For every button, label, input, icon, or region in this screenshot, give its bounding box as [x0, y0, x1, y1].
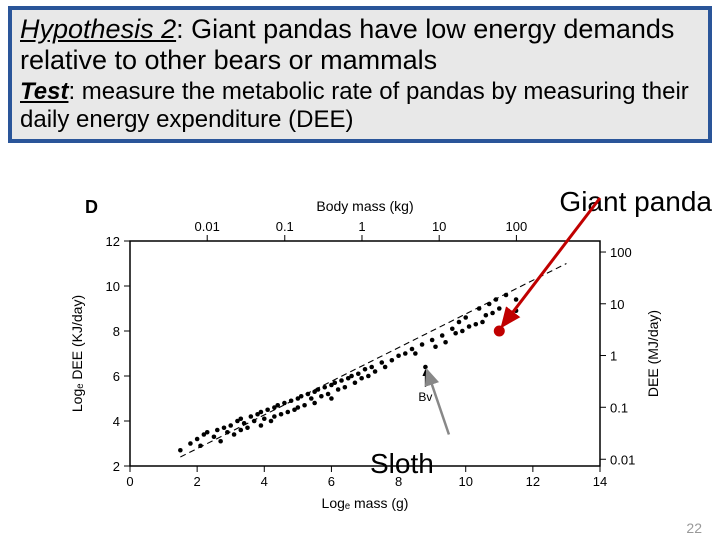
- svg-text:6: 6: [113, 369, 120, 384]
- svg-text:14: 14: [593, 474, 607, 489]
- hypothesis-text: Hypothesis 2: Giant pandas have low ener…: [20, 14, 700, 76]
- hypothesis-label: Hypothesis 2: [20, 14, 176, 44]
- svg-text:4: 4: [261, 474, 268, 489]
- svg-text:6: 6: [328, 474, 335, 489]
- hypothesis-box: Hypothesis 2: Giant pandas have low ener…: [8, 6, 712, 143]
- svg-text:0.1: 0.1: [610, 400, 628, 415]
- svg-text:12: 12: [526, 474, 540, 489]
- svg-text:D: D: [85, 197, 98, 217]
- svg-text:4: 4: [113, 414, 120, 429]
- test-text: Test: measure the metabolic rate of pand…: [20, 78, 700, 133]
- svg-text:10: 10: [432, 219, 446, 234]
- test-body: : measure the metabolic rate of pandas b…: [20, 78, 689, 133]
- scatter-chart: 02468101214Logₑ mass (g)24681012Logₑ DEE…: [40, 186, 680, 526]
- svg-text:1: 1: [610, 349, 617, 364]
- svg-text:2: 2: [113, 459, 120, 474]
- svg-text:Body mass (kg): Body mass (kg): [316, 198, 413, 214]
- svg-text:100: 100: [610, 245, 632, 260]
- svg-text:0.01: 0.01: [195, 219, 220, 234]
- svg-text:10: 10: [610, 297, 624, 312]
- svg-text:100: 100: [506, 219, 528, 234]
- svg-text:8: 8: [395, 474, 402, 489]
- svg-text:12: 12: [106, 234, 120, 249]
- svg-text:Bv: Bv: [418, 390, 432, 404]
- svg-text:0: 0: [126, 474, 133, 489]
- svg-text:8: 8: [113, 324, 120, 339]
- page-number: 22: [686, 520, 702, 536]
- svg-text:2: 2: [194, 474, 201, 489]
- svg-text:1: 1: [358, 219, 365, 234]
- svg-text:10: 10: [106, 279, 120, 294]
- svg-text:10: 10: [458, 474, 472, 489]
- svg-text:0.1: 0.1: [276, 219, 294, 234]
- svg-text:0.01: 0.01: [610, 452, 635, 467]
- svg-text:Logₑ DEE (KJ/day): Logₑ DEE (KJ/day): [69, 295, 85, 412]
- test-label: Test: [20, 78, 68, 105]
- svg-text:DEE (MJ/day): DEE (MJ/day): [645, 310, 661, 397]
- svg-text:Logₑ mass (g): Logₑ mass (g): [322, 495, 409, 511]
